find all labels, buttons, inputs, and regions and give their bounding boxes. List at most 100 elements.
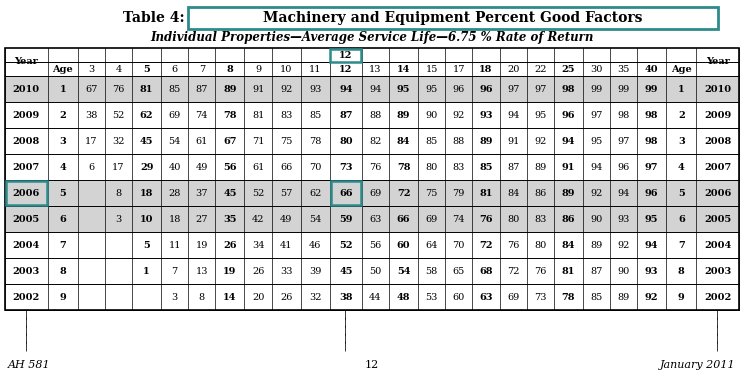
Text: 2005: 2005 xyxy=(704,214,731,223)
Text: 2010: 2010 xyxy=(13,84,40,93)
Text: 70: 70 xyxy=(309,162,321,171)
Text: 80: 80 xyxy=(426,162,437,171)
Text: 74: 74 xyxy=(196,111,208,120)
Text: Machinery and Equipment Percent Good Factors: Machinery and Equipment Percent Good Fac… xyxy=(263,11,643,25)
Text: AH 581: AH 581 xyxy=(8,360,51,370)
Text: 78: 78 xyxy=(309,136,321,146)
Text: 2005: 2005 xyxy=(13,214,40,223)
Text: 85: 85 xyxy=(590,292,603,302)
Text: 89: 89 xyxy=(479,136,493,146)
Text: 27: 27 xyxy=(196,214,208,223)
Text: 80: 80 xyxy=(507,214,519,223)
Text: 32: 32 xyxy=(112,136,125,146)
Text: 2003: 2003 xyxy=(13,267,40,276)
Text: 49: 49 xyxy=(196,162,208,171)
Text: 26: 26 xyxy=(223,240,237,249)
Text: 8: 8 xyxy=(227,64,234,74)
Text: 72: 72 xyxy=(397,189,410,198)
Text: 2008: 2008 xyxy=(13,136,40,146)
Text: 92: 92 xyxy=(590,189,603,198)
Text: Age: Age xyxy=(52,64,73,74)
Text: 45: 45 xyxy=(339,267,353,276)
Text: 66: 66 xyxy=(280,162,292,171)
Text: 8: 8 xyxy=(678,267,684,276)
Text: 2007: 2007 xyxy=(704,162,731,171)
Text: 7: 7 xyxy=(60,240,66,249)
Text: |: | xyxy=(716,317,719,327)
Text: 56: 56 xyxy=(369,240,382,249)
Text: 46: 46 xyxy=(309,240,321,249)
Text: 96: 96 xyxy=(452,84,465,93)
Text: 9: 9 xyxy=(678,292,684,302)
Text: 75: 75 xyxy=(426,189,437,198)
Text: 10: 10 xyxy=(280,64,292,74)
Text: 94: 94 xyxy=(562,136,575,146)
Text: 89: 89 xyxy=(618,292,629,302)
Text: 89: 89 xyxy=(590,240,603,249)
Text: 25: 25 xyxy=(562,64,575,74)
Text: 92: 92 xyxy=(280,84,292,93)
Text: 94: 94 xyxy=(645,240,658,249)
Text: 17: 17 xyxy=(85,136,97,146)
Text: 2: 2 xyxy=(678,111,684,120)
Text: 94: 94 xyxy=(618,189,630,198)
Text: 12: 12 xyxy=(339,64,353,74)
Text: 6: 6 xyxy=(60,214,66,223)
Text: 98: 98 xyxy=(645,111,658,120)
Text: 1: 1 xyxy=(144,267,150,276)
Text: 5: 5 xyxy=(143,240,150,249)
Text: 2010: 2010 xyxy=(704,84,731,93)
Text: 81: 81 xyxy=(140,84,153,93)
Text: 18: 18 xyxy=(140,189,153,198)
Text: 19: 19 xyxy=(223,267,237,276)
Text: 81: 81 xyxy=(479,189,493,198)
Text: 92: 92 xyxy=(534,136,546,146)
Text: 12: 12 xyxy=(365,360,379,370)
Text: 39: 39 xyxy=(309,267,321,276)
Text: 4: 4 xyxy=(678,162,684,171)
Text: 83: 83 xyxy=(534,214,546,223)
Text: 90: 90 xyxy=(590,214,603,223)
Text: 26: 26 xyxy=(252,267,264,276)
Text: 92: 92 xyxy=(618,240,630,249)
Text: 72: 72 xyxy=(507,267,519,276)
Text: 58: 58 xyxy=(426,267,437,276)
Text: 11: 11 xyxy=(309,64,321,74)
Text: 80: 80 xyxy=(339,136,353,146)
Text: 93: 93 xyxy=(479,111,493,120)
Text: 6: 6 xyxy=(172,64,178,74)
Text: 97: 97 xyxy=(618,136,630,146)
Text: 85: 85 xyxy=(169,84,181,93)
Text: January 2011: January 2011 xyxy=(661,360,736,370)
Text: 95: 95 xyxy=(397,84,410,93)
Text: 65: 65 xyxy=(452,267,465,276)
Text: 35: 35 xyxy=(618,64,630,74)
Text: 94: 94 xyxy=(590,162,603,171)
Text: 73: 73 xyxy=(339,162,353,171)
Text: Age: Age xyxy=(671,64,692,74)
Text: 14: 14 xyxy=(223,292,237,302)
Text: 79: 79 xyxy=(452,189,465,198)
Text: 69: 69 xyxy=(169,111,181,120)
Text: 32: 32 xyxy=(309,292,321,302)
Text: |: | xyxy=(25,341,28,351)
Text: 4: 4 xyxy=(115,64,121,74)
Text: 96: 96 xyxy=(645,189,658,198)
Text: 14: 14 xyxy=(397,64,410,74)
Text: 45: 45 xyxy=(140,136,153,146)
Text: 22: 22 xyxy=(534,64,547,74)
Text: 91: 91 xyxy=(252,84,264,93)
Text: 8: 8 xyxy=(199,292,205,302)
Text: 41: 41 xyxy=(280,240,292,249)
Text: 83: 83 xyxy=(280,111,292,120)
Bar xyxy=(188,7,718,29)
Text: 60: 60 xyxy=(397,240,411,249)
Text: |: | xyxy=(25,317,28,327)
Text: 38: 38 xyxy=(85,111,97,120)
Text: 84: 84 xyxy=(562,240,575,249)
Text: |: | xyxy=(716,333,719,343)
Text: 76: 76 xyxy=(534,267,546,276)
Text: 42: 42 xyxy=(251,214,264,223)
Text: 89: 89 xyxy=(562,189,575,198)
Text: 12: 12 xyxy=(339,51,353,60)
